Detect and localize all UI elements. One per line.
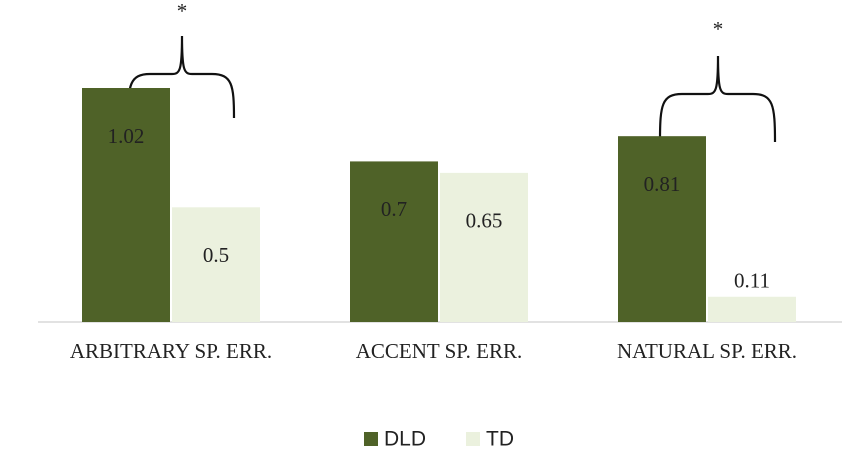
value-label: 1.02 [108, 124, 145, 148]
bar [440, 172, 528, 322]
bar [618, 136, 706, 322]
value-label: 0.7 [381, 197, 407, 221]
bar [350, 161, 438, 322]
significance-brace [126, 35, 236, 119]
legend-label: TD [486, 428, 514, 451]
x-tick-label: NATURAL SP. ERR. [617, 339, 797, 363]
value-label: 0.11 [734, 269, 770, 293]
significance-brace [658, 55, 777, 143]
legend-swatch [364, 432, 378, 446]
legend-label: DLD [384, 428, 426, 451]
value-label: 0.65 [466, 209, 503, 233]
x-tick-label: ACCENT SP. ERR. [356, 339, 523, 363]
bar [708, 296, 796, 322]
annotation: * [177, 0, 188, 23]
value-label: 0.81 [644, 172, 681, 196]
value-label: 0.5 [203, 243, 229, 267]
annotation: * [713, 17, 724, 41]
bar [82, 88, 170, 322]
x-tick-label: ARBITRARY SP. ERR. [70, 339, 272, 363]
bar [172, 207, 260, 322]
legend-swatch [466, 432, 480, 446]
